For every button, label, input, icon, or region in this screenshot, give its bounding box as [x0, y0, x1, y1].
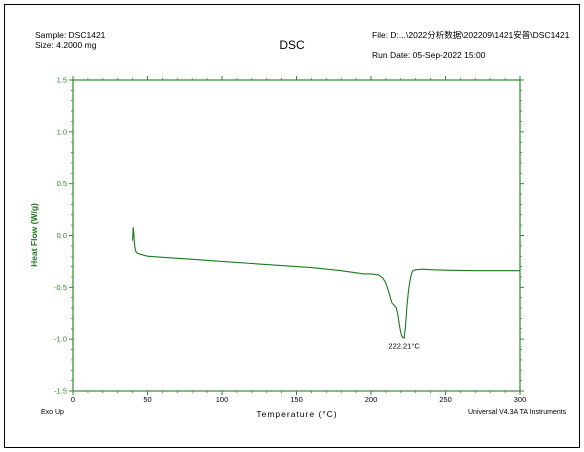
y-tick-label: 0.0	[57, 231, 67, 240]
plot-border	[72, 79, 521, 392]
sample-label: Sample: DSC1421	[35, 30, 106, 40]
x-tick-label: 50	[143, 395, 151, 404]
x-tick-label: 250	[439, 395, 452, 404]
software-label: Universal V4.3A TA Instruments	[468, 409, 567, 416]
y-tick-label: -0.5	[54, 283, 67, 292]
y-tick-label: 0.5	[57, 179, 67, 188]
file-label: File: D:...\2022分析数据\202209\1421安普\DSC14…	[372, 30, 570, 40]
run-date-label: Run Date: 05-Sep-2022 15:00	[372, 50, 486, 60]
y-tick-label: -1.5	[54, 387, 67, 396]
x-tick-label: 300	[514, 395, 527, 404]
exo-up-label: Exo Up	[41, 409, 64, 416]
chart-title: DSC	[279, 38, 305, 52]
x-axis-label: Temperature (°C)	[256, 409, 338, 419]
heat-flow-curve	[132, 227, 520, 339]
chart-frame	[4, 4, 580, 448]
peak-annotation: 222.21°C	[388, 341, 420, 350]
y-tick-label: 1.5	[57, 76, 67, 85]
y-tick-label: 1.0	[57, 127, 67, 136]
y-axis-label: Heat Flow (W/g)	[29, 203, 39, 267]
x-tick-label: 100	[216, 395, 229, 404]
size-label: Size: 4.2000 mg	[35, 40, 97, 50]
x-tick-label: 200	[365, 395, 378, 404]
y-tick-label: -1.0	[54, 335, 67, 344]
x-tick-label: 150	[290, 395, 303, 404]
x-tick-label: 0	[71, 395, 75, 404]
